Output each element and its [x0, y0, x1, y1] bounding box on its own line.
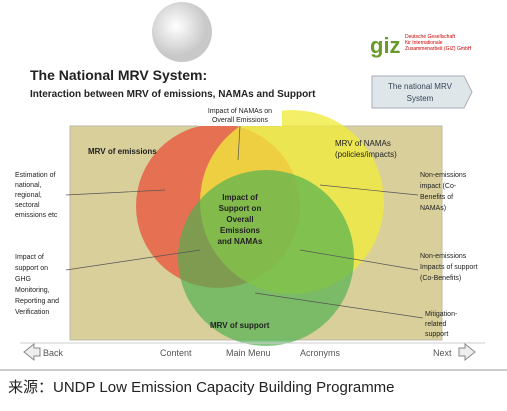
left-label: Reporting and: [15, 298, 59, 305]
connectors: [65, 184, 424, 319]
top-label: Overall Emissions: [212, 117, 269, 124]
left-label: Impact of: [15, 254, 44, 261]
title: The National MRV System:: [30, 67, 207, 83]
right-label: Non-emissions: [420, 172, 467, 179]
left-label: regional,: [15, 192, 42, 199]
nav-content[interactable]: Content: [160, 348, 192, 358]
right-label: Mitigation-: [425, 311, 458, 318]
support-label: MRV of support: [210, 321, 270, 330]
nav-acronyms[interactable]: Acronyms: [300, 348, 341, 358]
center-label: Emissions: [220, 226, 261, 235]
connector: [237, 125, 241, 161]
right-label: Benefits of: [420, 194, 453, 201]
logo-subtitle-line: für Internationale: [405, 40, 443, 46]
globe: [152, 2, 212, 62]
nav-main-menu[interactable]: Main Menu: [226, 348, 271, 358]
center-label: Support on: [219, 204, 262, 213]
left-label: Verification: [15, 309, 49, 316]
back-arrow[interactable]: [23, 342, 41, 362]
right-label: Impacts of support: [420, 264, 478, 271]
top-label: Impact of NAMAs on: [208, 108, 272, 115]
right-label: impact (Co-: [420, 183, 457, 190]
left-label: Estimation of: [15, 172, 56, 179]
side-button[interactable]: [371, 75, 473, 109]
right-label: support: [425, 331, 448, 338]
next-arrow[interactable]: [458, 342, 476, 362]
center-label: Impact of: [222, 193, 258, 202]
caption: 来源：UNDP Low Emission Capacity Building P…: [8, 379, 395, 396]
right-label: related: [425, 321, 447, 328]
right-label: NAMAs): [420, 205, 446, 212]
logo: giz: [370, 33, 401, 58]
left-label: Monitoring,: [15, 287, 50, 294]
namas-label: MRV of NAMAs: [335, 139, 391, 148]
top-label-box: [198, 104, 282, 126]
subtitle: Interaction between MRV of emissions, NA…: [30, 89, 316, 100]
right-label: Non-emissions: [420, 253, 467, 260]
side-button-text: The national MRV System: [388, 82, 453, 103]
support-circle: [178, 170, 354, 346]
left-label: support on: [15, 265, 48, 272]
labels: Impact of NAMAs on Overall Emissions MRV o…: [15, 108, 478, 338]
left-label: emissions etc: [15, 212, 58, 219]
right-label: (Co-Benefits): [420, 275, 461, 282]
left-label: GHG: [15, 276, 31, 283]
logo-subtitle-line: Zusammenarbeit (GIZ) GmbH: [405, 46, 472, 52]
side-button-line: The national MRV: [388, 82, 453, 91]
logo-subtitle-line: Deutsche Gesellschaft: [405, 34, 456, 40]
nav-back[interactable]: Back: [43, 348, 64, 358]
emissions-label: MRV of emissions: [88, 147, 157, 156]
center-label: and NAMAs: [218, 237, 263, 246]
namas-label: (policies/impacts): [335, 150, 397, 159]
nav-next[interactable]: Next: [433, 348, 452, 358]
left-label: national,: [15, 182, 42, 189]
side-button-line: System: [407, 94, 434, 103]
center-label: Overall: [226, 215, 253, 224]
left-label: sectoral: [15, 202, 40, 209]
